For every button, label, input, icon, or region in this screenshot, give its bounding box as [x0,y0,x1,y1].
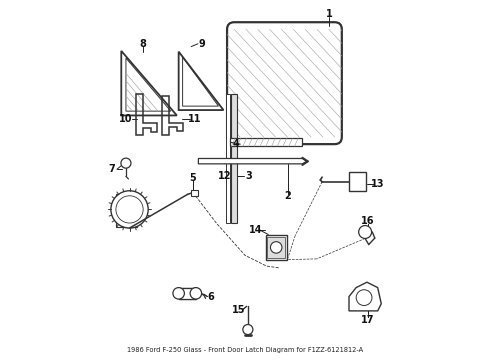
Text: 1986 Ford F-250 Glass - Front Door Latch Diagram for F1ZZ-6121812-A: 1986 Ford F-250 Glass - Front Door Latch… [127,347,363,354]
Text: 7: 7 [108,164,115,174]
Circle shape [121,158,131,168]
Bar [191,190,197,196]
Text: 17: 17 [361,315,374,325]
Text: 6: 6 [208,292,214,302]
Text: 10: 10 [119,114,132,124]
Circle shape [243,324,253,334]
Text: 3: 3 [245,171,252,181]
FancyBboxPatch shape [227,22,342,144]
Bar [179,288,196,299]
Circle shape [270,242,282,253]
Text: 4: 4 [233,139,240,149]
Bar [226,94,230,223]
Text: 11: 11 [188,114,201,124]
Bar [116,194,137,226]
Text: 15: 15 [232,305,245,315]
Text: 14: 14 [249,225,263,235]
Text: 5: 5 [190,173,196,183]
Text: 1: 1 [326,9,333,19]
Circle shape [173,288,184,299]
Polygon shape [198,158,307,164]
Text: 12: 12 [218,171,231,181]
Text: 13: 13 [371,179,385,189]
Text: 9: 9 [198,39,205,49]
Text: 2: 2 [285,191,292,201]
Polygon shape [349,282,381,311]
Text: 8: 8 [139,39,146,49]
Circle shape [116,196,143,223]
Circle shape [190,288,201,299]
Bar [230,138,302,146]
Bar [267,237,285,258]
Bar [231,94,237,223]
Circle shape [111,191,148,228]
Bar [266,235,287,260]
Bar [349,172,366,192]
Circle shape [359,226,371,238]
Text: 16: 16 [361,216,374,226]
